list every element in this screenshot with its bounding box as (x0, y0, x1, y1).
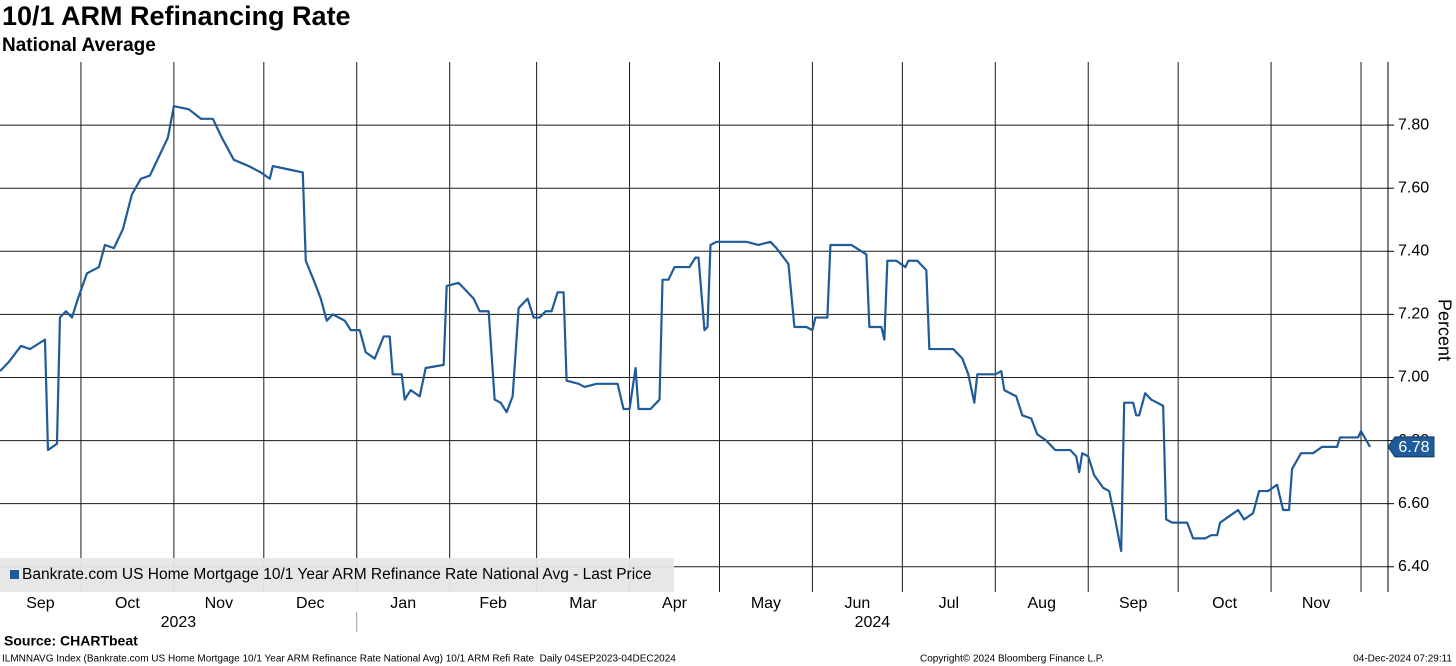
footer-right: 04-Dec-2024 07:29:11 (1353, 654, 1452, 665)
x-tick-label: Oct (115, 595, 140, 612)
series-line (0, 105, 1371, 553)
legend-label: Bankrate.com US Home Mortgage 10/1 Year … (22, 566, 652, 583)
axes: 6.406.606.807.007.207.407.607.80SepOctNo… (26, 62, 1429, 632)
y-tick-label: 7.20 (1398, 306, 1429, 323)
y-tick-label: 6.60 (1398, 495, 1429, 512)
y-tick-label: 6.40 (1398, 558, 1429, 575)
source: Source: CHARTbeat (4, 633, 138, 649)
last-price-tag: 6.78 (1387, 436, 1435, 458)
x-tick-label: Aug (1028, 595, 1056, 612)
y-tick-label: 7.60 (1398, 179, 1429, 196)
x-tick-label: May (751, 595, 781, 612)
x-tick-label: Dec (296, 595, 324, 612)
x-tick-label: Feb (479, 595, 507, 612)
x-tick-label: Sep (26, 595, 55, 612)
x-tick-label: Apr (662, 595, 688, 612)
y-tick-label: 7.40 (1398, 243, 1429, 260)
y-tick-label: 7.00 (1398, 369, 1429, 386)
legend-swatch (10, 570, 19, 579)
last-price-box (1387, 436, 1435, 458)
x-tick-label: Jan (390, 595, 416, 612)
year-label: 2024 (855, 614, 891, 631)
x-tick-label: Oct (1212, 595, 1237, 612)
x-tick-label: Jul (939, 595, 959, 612)
footer-left: ILMNNAVG Index (Bankrate.com US Home Mor… (2, 654, 676, 665)
x-tick-label: Nov (205, 595, 233, 612)
legend: Bankrate.com US Home Mortgage 10/1 Year … (0, 558, 674, 592)
x-tick-label: Sep (1119, 595, 1148, 612)
legend-background (0, 558, 674, 592)
chart-title: 10/1 ARM Refinancing Rate (2, 1, 351, 31)
footer-center: Copyright© 2024 Bloomberg Finance L.P. (920, 654, 1104, 665)
grid (0, 62, 1388, 592)
chart-subtitle: National Average (2, 35, 156, 56)
y-tick-label: 7.80 (1398, 116, 1429, 133)
last-price-label: 6.78 (1398, 439, 1429, 456)
y-axis-label: Percent (1434, 299, 1454, 361)
plot (0, 105, 1371, 553)
x-tick-label: Jun (844, 595, 870, 612)
x-tick-label: Mar (569, 595, 597, 612)
x-tick-label: Nov (1302, 595, 1330, 612)
year-label: 2023 (161, 614, 197, 631)
